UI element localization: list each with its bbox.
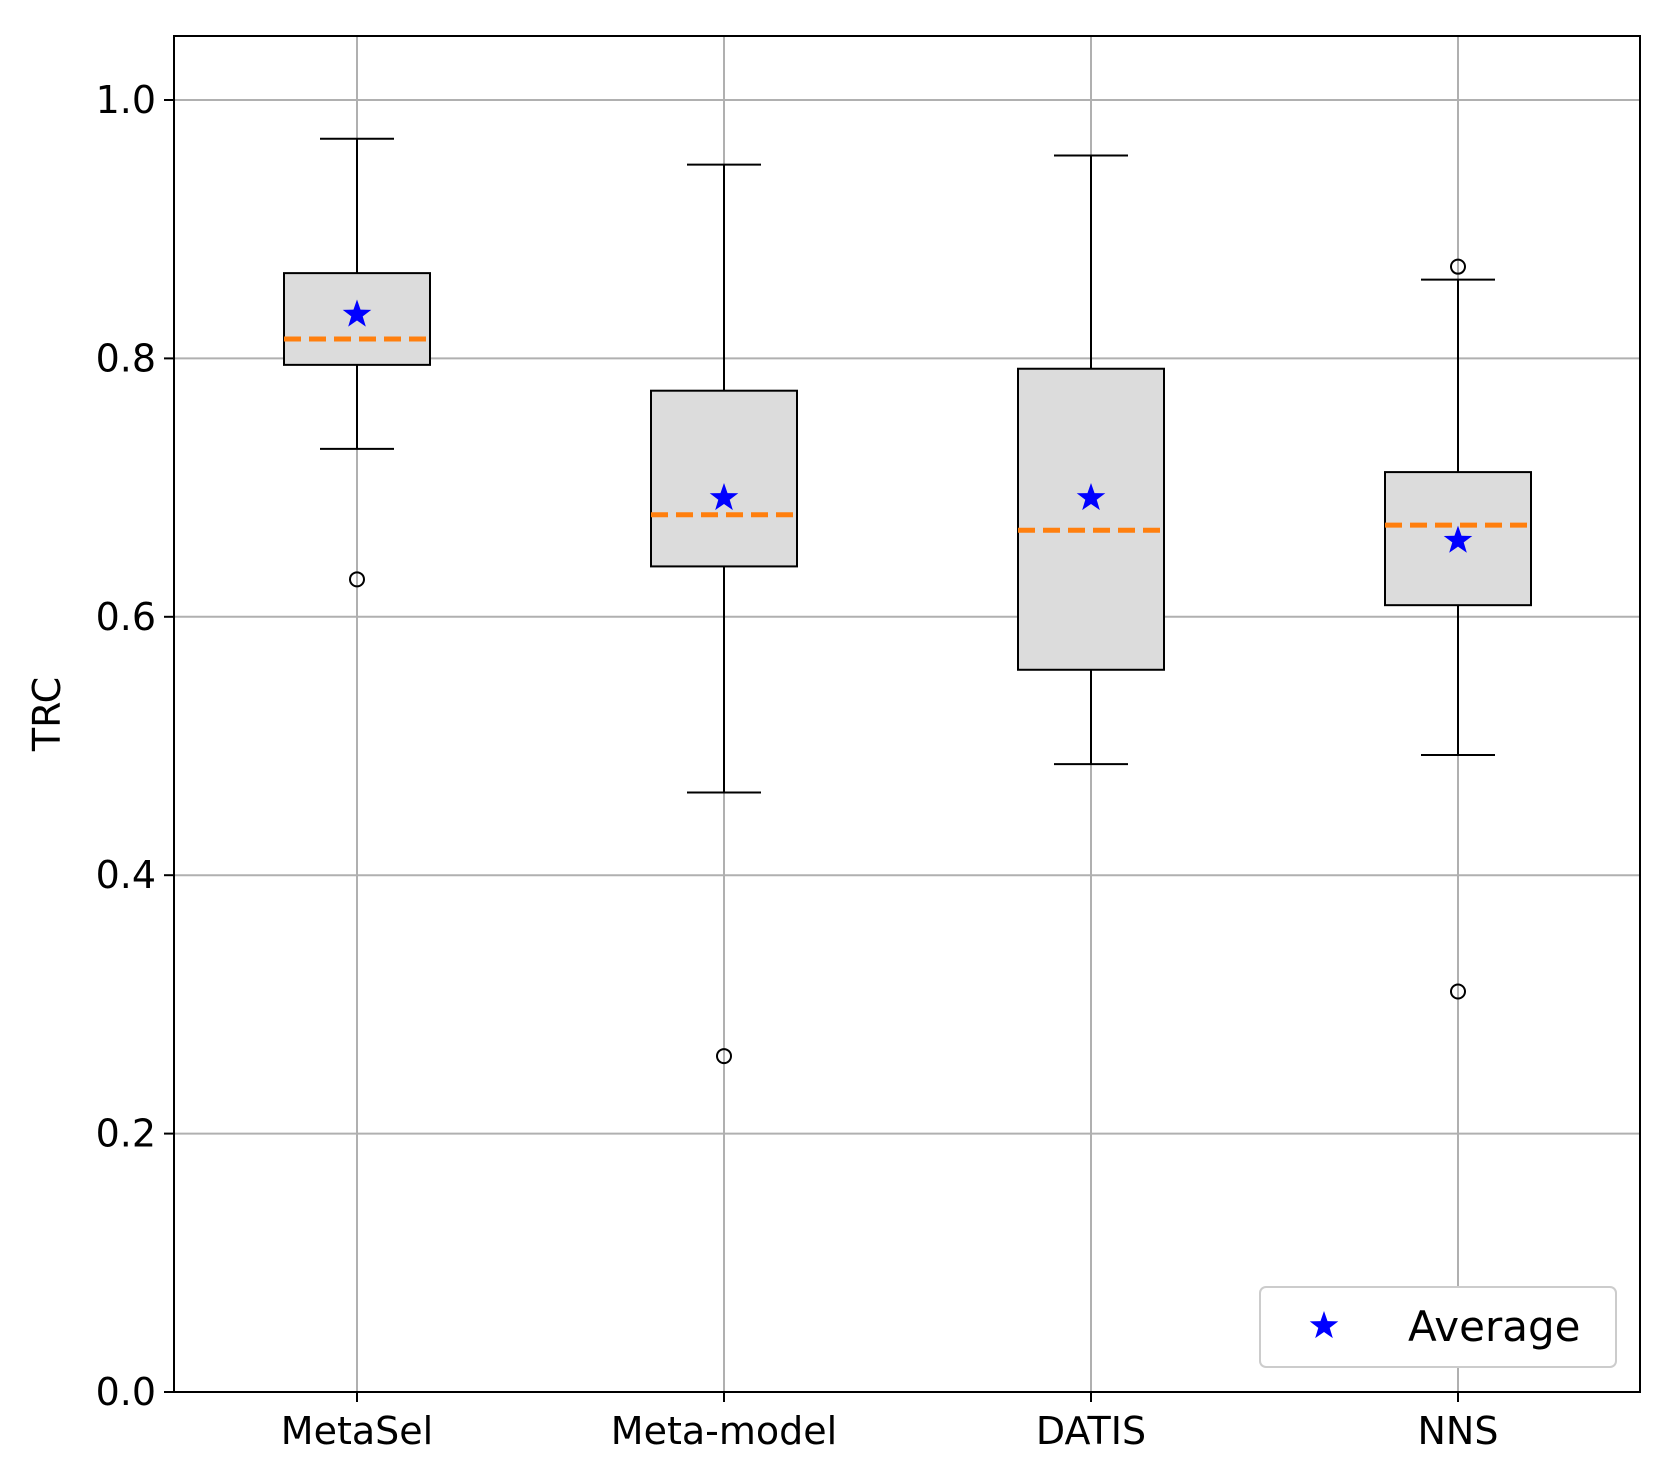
y-axis-title: TRC bbox=[25, 677, 69, 752]
x-tick-label: MetaSel bbox=[281, 1409, 433, 1453]
outlier-point bbox=[1450, 983, 1466, 1000]
x-tick-label: NNS bbox=[1418, 1409, 1499, 1453]
y-tick-label: 0.4 bbox=[96, 853, 156, 897]
ticks: 0.0 0.2 0.4 0.6 0.8 1.0 MetaSel Meta-model DATIS… bbox=[96, 78, 1499, 1453]
y-tick-label: 0.8 bbox=[96, 336, 156, 380]
legend-label: Average bbox=[1408, 1302, 1580, 1351]
outlier-point bbox=[716, 1048, 732, 1065]
y-tick-label: 0.6 bbox=[96, 595, 156, 639]
boxes bbox=[283, 137, 1532, 1065]
y-tick-label: 1.0 bbox=[96, 78, 156, 122]
y-tick-label: 0.2 bbox=[96, 1112, 156, 1156]
box-group-meta-model bbox=[650, 163, 798, 1065]
mean-star bbox=[1076, 482, 1106, 511]
legend-frame bbox=[1259, 1286, 1617, 1368]
box bbox=[650, 389, 798, 568]
legend-star-icon bbox=[1309, 1311, 1339, 1339]
box-group-metasel bbox=[283, 137, 431, 588]
box-group-nns bbox=[1384, 258, 1532, 1000]
outlier-point bbox=[349, 571, 365, 588]
legend: Average bbox=[1259, 1286, 1617, 1368]
box-group-datis bbox=[1017, 154, 1165, 766]
x-tick-label: Meta-model bbox=[611, 1409, 837, 1453]
y-tick-label: 0.0 bbox=[96, 1370, 156, 1414]
grid bbox=[174, 36, 1640, 1393]
mean-star bbox=[709, 482, 739, 511]
box bbox=[1017, 367, 1165, 671]
mean-star bbox=[1443, 525, 1473, 553]
mean-star bbox=[342, 299, 372, 327]
plot-frame bbox=[173, 35, 1641, 1393]
x-tick-label: DATIS bbox=[1036, 1409, 1146, 1453]
outlier-point bbox=[1450, 258, 1466, 275]
